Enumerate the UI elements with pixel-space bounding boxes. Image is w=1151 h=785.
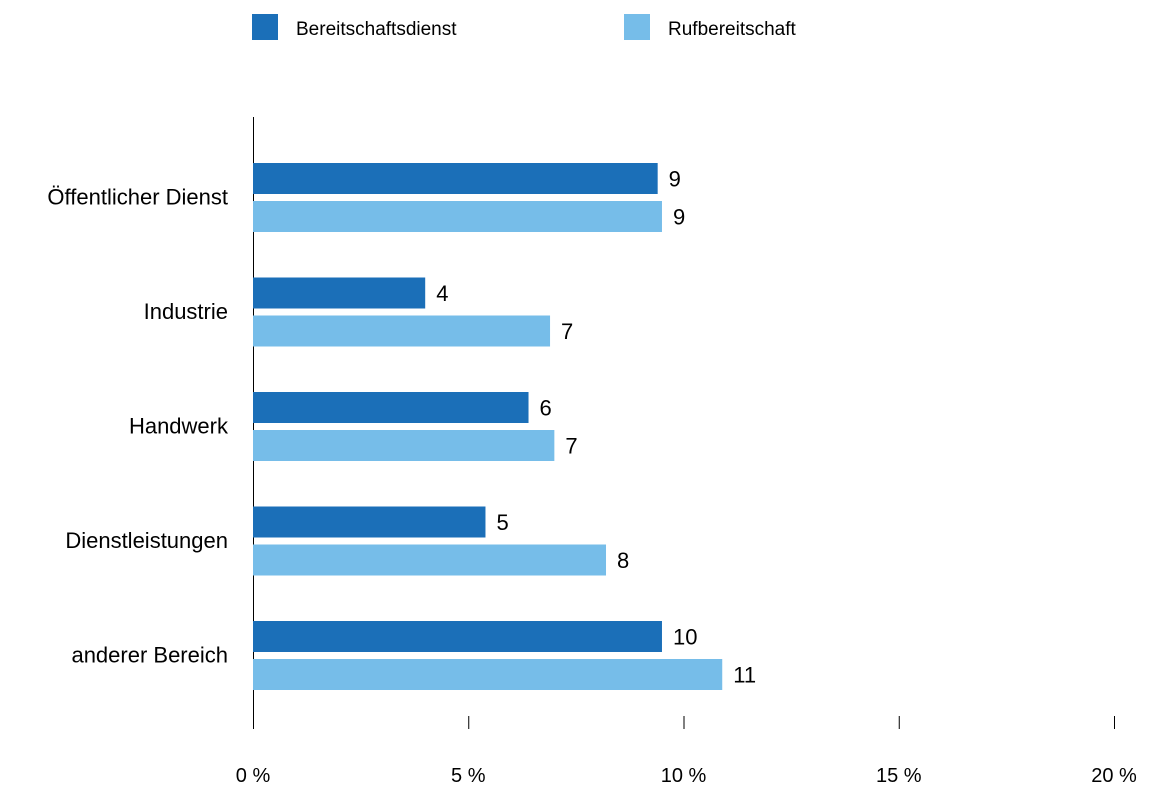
value-label-rufbereitschaft-dienstleistungen: 8 <box>617 548 629 573</box>
bar-bereitschaftsdienst-anderer-bereich <box>253 621 662 652</box>
legend-label-rufbereitschaft: Rufbereitschaft <box>668 19 796 40</box>
x-tick-label-5: 5 % <box>451 765 486 785</box>
bar-bereitschaftsdienst-handwerk <box>253 392 529 423</box>
bar-rufbereitschaft-öffentlicher-dienst <box>253 201 662 232</box>
x-tick-label-20: 20 % <box>1091 765 1137 785</box>
bar-rufbereitschaft-dienstleistungen <box>253 544 607 576</box>
bar-rufbereitschaft-anderer-bereich <box>253 659 723 690</box>
legend-swatch-bereitschaftsdienst <box>252 14 278 40</box>
bar-bereitschaftsdienst-industrie <box>253 277 426 309</box>
category-label-öffentlicher-dienst: Öffentlicher Dienst <box>47 185 228 210</box>
value-label-bereitschaftsdienst-öffentlicher-dienst: 9 <box>669 167 681 192</box>
value-label-bereitschaftsdienst-handwerk: 6 <box>540 396 552 421</box>
bar-rufbereitschaft-industrie <box>253 315 551 347</box>
legend-label-bereitschaftsdienst: Bereitschaftsdienst <box>296 19 457 40</box>
value-label-rufbereitschaft-anderer-bereich: 11 <box>733 663 756 688</box>
x-tick-label-15: 15 % <box>876 765 922 785</box>
value-label-rufbereitschaft-handwerk: 7 <box>565 434 577 459</box>
category-label-industrie: Industrie <box>144 299 228 324</box>
x-tick-label-10: 10 % <box>661 765 707 785</box>
value-label-bereitschaftsdienst-anderer-bereich: 10 <box>673 625 697 650</box>
bar-bereitschaftsdienst-dienstleistungen <box>253 506 486 538</box>
bar-rufbereitschaft-handwerk <box>253 430 555 461</box>
value-label-bereitschaftsdienst-dienstleistungen: 5 <box>496 510 508 535</box>
legend-swatch-rufbereitschaft <box>624 14 650 40</box>
bar-bereitschaftsdienst-öffentlicher-dienst <box>253 163 658 194</box>
value-label-rufbereitschaft-industrie: 7 <box>561 319 573 344</box>
category-label-anderer-bereich: anderer Bereich <box>71 643 228 668</box>
x-tick-label-0: 0 % <box>236 765 271 785</box>
value-label-rufbereitschaft-öffentlicher-dienst: 9 <box>673 205 685 230</box>
category-label-dienstleistungen: Dienstleistungen <box>65 528 228 553</box>
value-label-bereitschaftsdienst-industrie: 4 <box>436 281 448 306</box>
category-label-handwerk: Handwerk <box>129 414 229 439</box>
